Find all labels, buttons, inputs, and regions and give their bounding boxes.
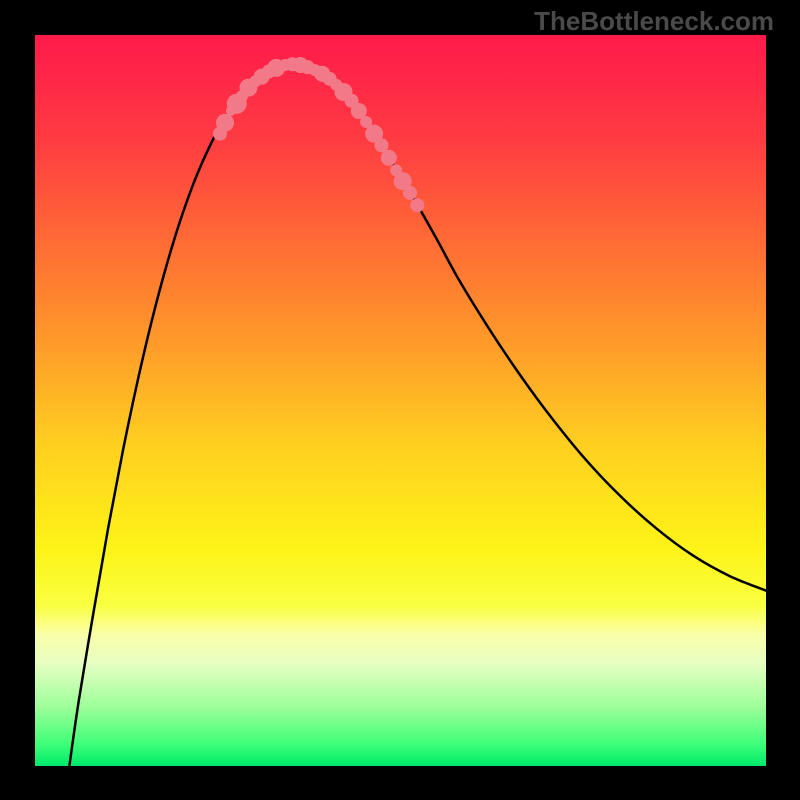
- data-marker: [216, 114, 234, 132]
- plot-background-gradient: [35, 35, 766, 766]
- chart-stage: TheBottleneck.com: [0, 0, 800, 800]
- watermark-text: TheBottleneck.com: [534, 6, 774, 37]
- data-marker: [410, 198, 424, 212]
- data-marker: [403, 186, 417, 200]
- data-marker: [381, 150, 397, 166]
- chart-svg: [0, 0, 800, 800]
